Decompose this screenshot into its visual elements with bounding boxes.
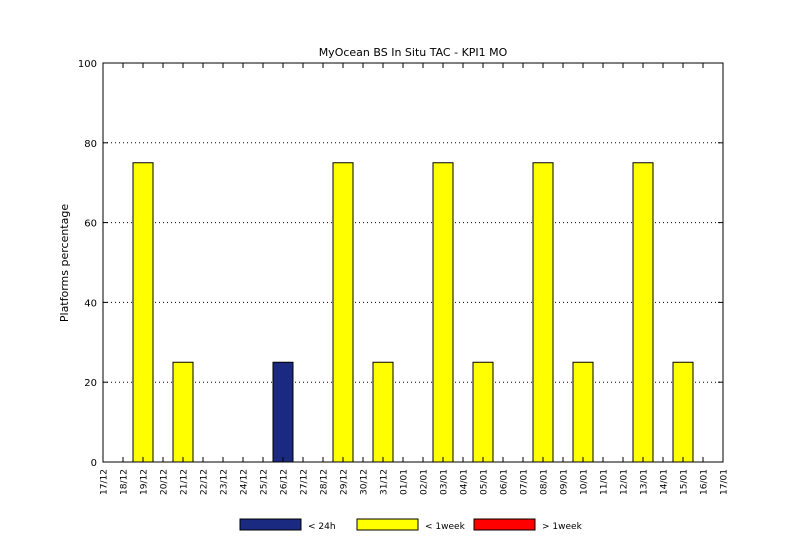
y-axis: 0 20 40 60 80 100	[78, 59, 723, 469]
x-tick-label: 18/12	[120, 469, 130, 495]
bar	[472, 361, 494, 463]
bar	[372, 361, 394, 463]
x-tick-label: 28/12	[320, 469, 330, 495]
legend-label: > 1week	[542, 522, 583, 532]
y-tick-label: 60	[84, 219, 97, 230]
x-tick-label: 17/01	[720, 469, 730, 495]
x-tick-label: 09/01	[560, 469, 570, 495]
x-tick-label: 26/12	[280, 469, 290, 495]
y-tick-label: 0	[91, 458, 97, 469]
legend: < 24h < 1week > 1week	[239, 518, 583, 532]
x-tick-label: 05/01	[480, 469, 490, 495]
legend-swatch	[356, 518, 419, 531]
x-tick-label: 27/12	[300, 469, 310, 495]
bar	[332, 162, 354, 463]
x-tick-label: 21/12	[180, 469, 190, 495]
plot-frame	[102, 62, 724, 463]
bar	[172, 361, 194, 463]
legend-label: < 1week	[425, 522, 466, 532]
y-axis-label: Platforms percentage	[58, 204, 71, 322]
x-tick-label: 14/01	[660, 469, 670, 495]
legend-swatch	[239, 518, 302, 531]
x-tick-label: 25/12	[260, 469, 270, 495]
x-tick-label: 19/12	[140, 469, 150, 495]
x-tick-label: 29/12	[340, 469, 350, 495]
x-tick-label: 07/01	[520, 469, 530, 495]
x-tick-label: 11/01	[600, 469, 610, 495]
bar	[272, 361, 294, 463]
x-tick-label: 15/01	[680, 469, 690, 495]
x-tick-label: 04/01	[460, 469, 470, 495]
y-tick-label: 100	[78, 59, 97, 70]
x-tick-label: 02/01	[420, 469, 430, 495]
x-tick-label: 12/01	[620, 469, 630, 495]
x-tick-label: 01/01	[400, 469, 410, 495]
x-tick-label: 31/12	[380, 469, 390, 495]
chart-title: MyOcean BS In Situ TAC - KPI1 MO	[319, 46, 508, 59]
x-tick-label: 22/12	[200, 469, 210, 495]
x-tick-label: 06/01	[500, 469, 510, 495]
x-tick-label: 13/01	[640, 469, 650, 495]
legend-swatch	[473, 518, 536, 531]
x-tick-label: 23/12	[220, 469, 230, 495]
bar	[672, 361, 694, 463]
bar	[632, 162, 654, 463]
legend-label: < 24h	[308, 522, 336, 532]
y-tick-label: 20	[84, 378, 97, 389]
x-tick-label: 20/12	[160, 469, 170, 495]
x-axis: 17/12 18/12 19/12 20/12 21/12 22/12 23/12 24/12…	[100, 63, 730, 495]
x-tick-label: 24/12	[240, 469, 250, 495]
grid-lines	[103, 142, 723, 383]
x-tick-label: 10/01	[580, 469, 590, 495]
bar	[572, 361, 594, 463]
bar	[532, 162, 554, 463]
x-tick-label: 08/01	[540, 469, 550, 495]
bar	[432, 162, 454, 463]
x-tick-label: 16/01	[700, 469, 710, 495]
y-tick-label: 40	[84, 298, 97, 309]
bar	[132, 162, 154, 463]
bars	[132, 162, 694, 463]
x-tick-label: 03/01	[440, 469, 450, 495]
x-tick-label: 17/12	[100, 469, 110, 495]
x-tick-label: 30/12	[360, 469, 370, 495]
y-tick-label: 80	[84, 139, 97, 150]
